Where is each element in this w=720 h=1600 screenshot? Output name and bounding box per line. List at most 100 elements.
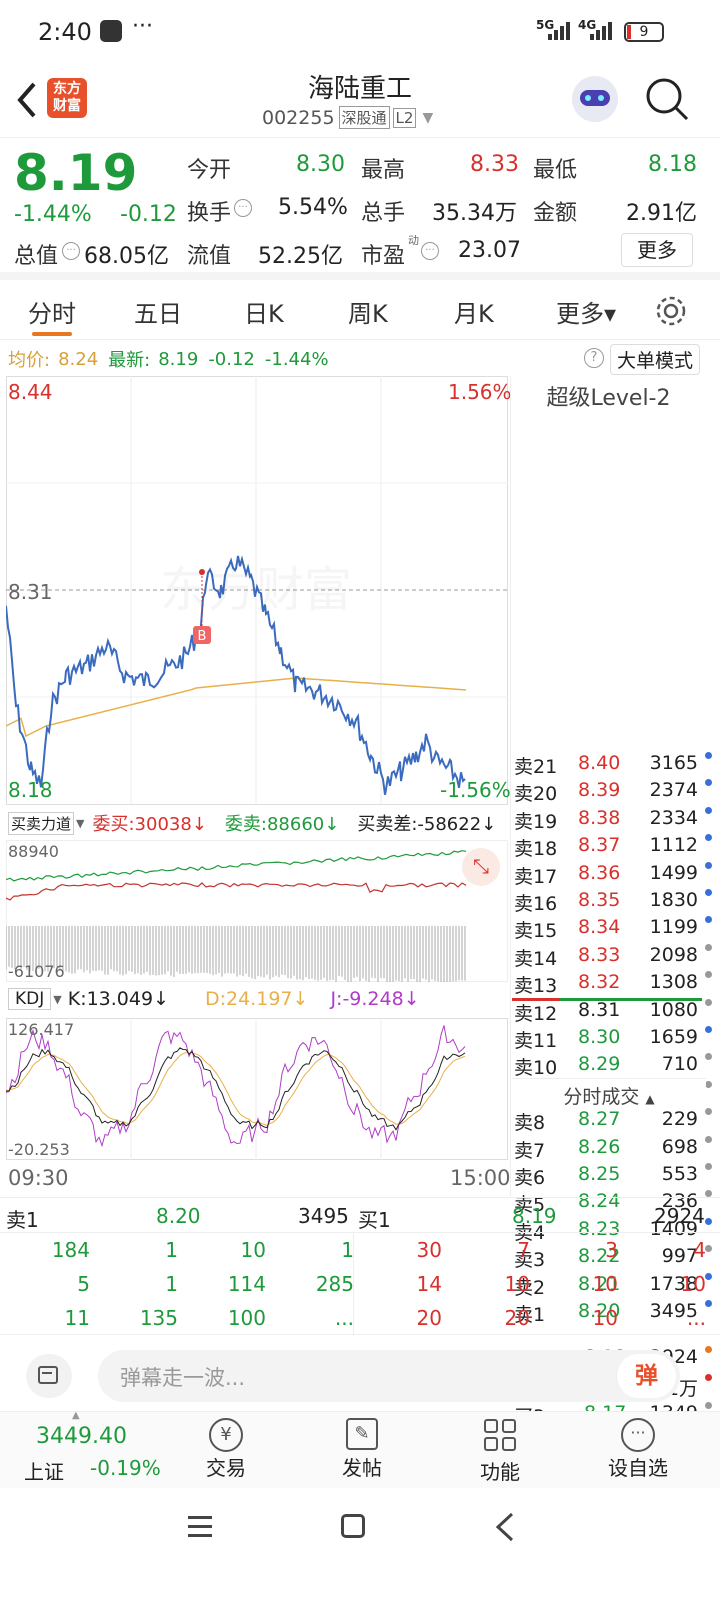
ask-level-dot bbox=[705, 1053, 712, 1061]
ask-level-price: 8.33 bbox=[578, 943, 621, 966]
ask-level-row[interactable]: 卖10 8.29 710 bbox=[514, 1053, 714, 1080]
ask-level-row[interactable]: 卖5 8.24 236 bbox=[514, 1190, 714, 1217]
system-menu-icon[interactable] bbox=[188, 1516, 212, 1537]
flow-selector[interactable]: 买卖力道 bbox=[8, 811, 75, 835]
tab-week-k[interactable]: 周K bbox=[348, 300, 388, 328]
flow-ask-line bbox=[6, 850, 467, 882]
ask-level-label: 卖6 bbox=[514, 1167, 546, 1189]
ask-level-volume: 3495 bbox=[649, 1300, 698, 1322]
ask-level-label: 卖8 bbox=[514, 1112, 546, 1135]
trades-header[interactable]: 分时成交 ▲ bbox=[512, 1078, 706, 1108]
ask-level-label: 卖20 bbox=[514, 783, 558, 806]
ask-level-label: 卖17 bbox=[514, 865, 558, 888]
trades-collapse-icon[interactable]: ▲ bbox=[645, 1092, 655, 1106]
tab-more[interactable]: 更多▾ bbox=[556, 300, 617, 328]
ask-level-row[interactable]: 卖20 8.39 2374 bbox=[514, 779, 714, 806]
settings-gear-icon[interactable] bbox=[654, 294, 688, 328]
ask-level-row[interactable]: 卖7 8.26 698 bbox=[514, 1135, 714, 1163]
flow-selector-chevron-icon[interactable]: ▼ bbox=[76, 816, 85, 830]
ask-level-volume: 2334 bbox=[649, 806, 698, 829]
tab-five-day[interactable]: 五日 bbox=[134, 300, 182, 328]
ask-level-price: 8.31 bbox=[578, 998, 621, 1021]
help-icon[interactable]: ? bbox=[584, 348, 604, 368]
ask-level-price: 8.34 bbox=[578, 916, 621, 939]
queue-ask-price: 8.20 bbox=[156, 1204, 201, 1228]
change-amount: -0.12 bbox=[120, 202, 177, 227]
flow-chart[interactable] bbox=[6, 840, 508, 982]
queue-ask-cell: 5 bbox=[77, 1272, 90, 1296]
system-back-icon[interactable] bbox=[494, 1512, 516, 1542]
nav-trade[interactable]: ¥ 交易 bbox=[196, 1418, 256, 1481]
index-value: 3449.40 bbox=[36, 1424, 127, 1449]
system-home-icon[interactable] bbox=[341, 1514, 365, 1538]
amount-value: 2.91亿 bbox=[626, 201, 697, 226]
turnover-info-icon[interactable]: ··· bbox=[234, 199, 252, 217]
nav-functions[interactable]: 功能 bbox=[470, 1418, 530, 1485]
ask-level-row[interactable]: 卖16 8.35 1830 bbox=[514, 889, 714, 916]
kdj-selector[interactable]: KDJ bbox=[8, 988, 52, 1010]
ask-level-price: 8.26 bbox=[578, 1135, 621, 1158]
back-arrow-icon[interactable] bbox=[14, 80, 38, 120]
queue-ask-cell: 1 bbox=[165, 1272, 178, 1296]
ask-level-row[interactable]: 卖8 8.27 229 bbox=[514, 1108, 714, 1135]
brand-logo[interactable]: 东方 财富 bbox=[47, 78, 87, 118]
nav-post[interactable]: ✎ 发帖 bbox=[332, 1418, 392, 1481]
comment-list-icon[interactable] bbox=[26, 1354, 72, 1398]
change-percent: -1.44% bbox=[14, 202, 92, 227]
search-icon[interactable] bbox=[644, 76, 690, 122]
queue-bid-price: 8.19 bbox=[512, 1204, 557, 1228]
more-button[interactable]: 更多 bbox=[621, 233, 693, 267]
pe-info-icon[interactable]: ··· bbox=[421, 242, 439, 260]
ask-level-row[interactable]: 卖19 8.38 2334 bbox=[514, 806, 714, 834]
dropdown-triangle-icon[interactable]: ▼ bbox=[422, 109, 434, 126]
comment-input[interactable]: 弹幕走一波... 弹 bbox=[98, 1350, 680, 1402]
price-line bbox=[6, 555, 466, 795]
ask-level-row[interactable]: 卖15 8.34 1199 bbox=[514, 916, 714, 943]
price-chart[interactable]: B 东方财富 bbox=[6, 376, 508, 806]
tab-month-k[interactable]: 月K bbox=[454, 300, 494, 328]
watermark: 东方财富 bbox=[160, 562, 352, 618]
queue-ask-cell: 285 bbox=[315, 1272, 354, 1296]
ask-level-row[interactable]: 卖1 8.20 3495 bbox=[514, 1300, 714, 1327]
ask-level-row[interactable]: 卖17 8.36 1499 bbox=[514, 861, 714, 889]
stock-header: 东方 财富 海陆重工 002255 深股通 L2 ▼ bbox=[0, 64, 720, 138]
flow-diff-bars bbox=[6, 926, 466, 982]
kdj-chart[interactable] bbox=[6, 1018, 508, 1160]
tab-day-k[interactable]: 日K bbox=[244, 300, 284, 328]
mktcap-info-icon[interactable]: ··· bbox=[62, 242, 80, 260]
kdj-selector-chevron-icon[interactable]: ▼ bbox=[53, 992, 62, 1006]
ask-level-row[interactable]: 卖13 8.32 1308 bbox=[514, 971, 714, 998]
buy-marker-badge[interactable] bbox=[193, 626, 211, 644]
queue-bid-cell: 10 bbox=[592, 1272, 618, 1296]
ask-level-row[interactable]: 卖2 8.21 1738 bbox=[514, 1272, 714, 1300]
order-queue: 卖1 8.20 3495 买1 8.19 2924 184 1 10 1 5 1 114 28… bbox=[0, 1197, 720, 1336]
ask-level-row[interactable]: 卖21 8.40 3165 bbox=[514, 752, 714, 779]
nav-functions-label: 功能 bbox=[480, 1460, 520, 1484]
queue-ask-volume: 3495 bbox=[298, 1204, 349, 1228]
ask-level-row[interactable]: 卖14 8.33 2098 bbox=[514, 943, 714, 971]
expand-icon[interactable]: ⤡ bbox=[462, 848, 500, 886]
latest-percent: -1.44% bbox=[264, 348, 329, 370]
index-ticker[interactable]: ▲ 3449.40 上证 -0.19% bbox=[0, 1410, 161, 1488]
tab-intraday[interactable]: 分时 bbox=[28, 300, 76, 328]
system-nav-bar bbox=[0, 1488, 720, 1600]
ask-level-row[interactable]: 卖12 8.31 1080 bbox=[514, 998, 714, 1026]
brand-logo-line1: 东方 bbox=[53, 81, 81, 97]
queue-ask-cell: 184 bbox=[51, 1238, 90, 1262]
flow-axis-top: 88940 bbox=[8, 842, 59, 861]
nav-add-watchlist[interactable]: ··· 设自选 bbox=[600, 1418, 676, 1481]
signal-icon bbox=[548, 22, 570, 40]
danmaku-send-button[interactable]: 弹 bbox=[616, 1354, 676, 1398]
status-bar: 2:40 ··· 5G 4G 9 bbox=[0, 0, 720, 64]
ask-level-row[interactable]: 卖6 8.25 553 bbox=[514, 1163, 714, 1190]
ask-level-row[interactable]: 卖18 8.37 1112 bbox=[514, 834, 714, 861]
ask-level-volume: 1080 bbox=[649, 998, 698, 1021]
ask-level-row[interactable]: 卖4 8.23 1409 bbox=[514, 1217, 714, 1245]
big-order-mode-button[interactable]: 大单模式 bbox=[610, 344, 701, 375]
ask-level-volume: 229 bbox=[661, 1108, 698, 1131]
brand-logo-line2: 财富 bbox=[53, 98, 81, 114]
ask-level-dot bbox=[705, 806, 712, 814]
ask-level-row[interactable]: 卖11 8.30 1659 bbox=[514, 1026, 714, 1053]
assistant-avatar[interactable] bbox=[572, 76, 618, 122]
ask-level-row[interactable]: 卖3 8.22 997 bbox=[514, 1245, 714, 1272]
